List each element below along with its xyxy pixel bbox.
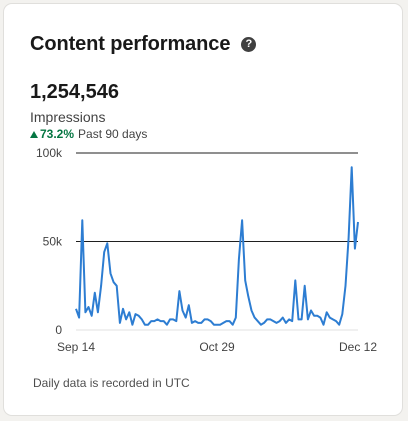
y-tick-label: 100k [36, 146, 63, 160]
y-tick-label: 0 [55, 323, 62, 337]
impressions-label: Impressions [30, 109, 106, 125]
change-value: 73.2% [40, 127, 75, 141]
card-title: Content performance [30, 33, 231, 55]
x-tick-label: Oct 29 [199, 340, 235, 354]
question-circle-icon[interactable]: ? [241, 37, 257, 52]
card-header: Content performance ? [30, 33, 257, 56]
impressions-series-line[interactable] [75, 166, 359, 326]
x-tick-label: Dec 12 [339, 340, 377, 354]
change-indicator: 73.2% Past 90 days [30, 127, 147, 141]
utc-footnote: Daily data is recorded in UTC [33, 376, 190, 390]
change-period: Past 90 days [78, 127, 148, 141]
x-tick-label: Sep 14 [57, 340, 95, 354]
y-tick-label: 50k [43, 235, 63, 249]
impressions-value: 1,254,546 [30, 81, 119, 103]
triangle-up-icon [30, 130, 38, 138]
content-performance-card: Content performance ? 1,254,546 Impressi… [4, 4, 402, 415]
